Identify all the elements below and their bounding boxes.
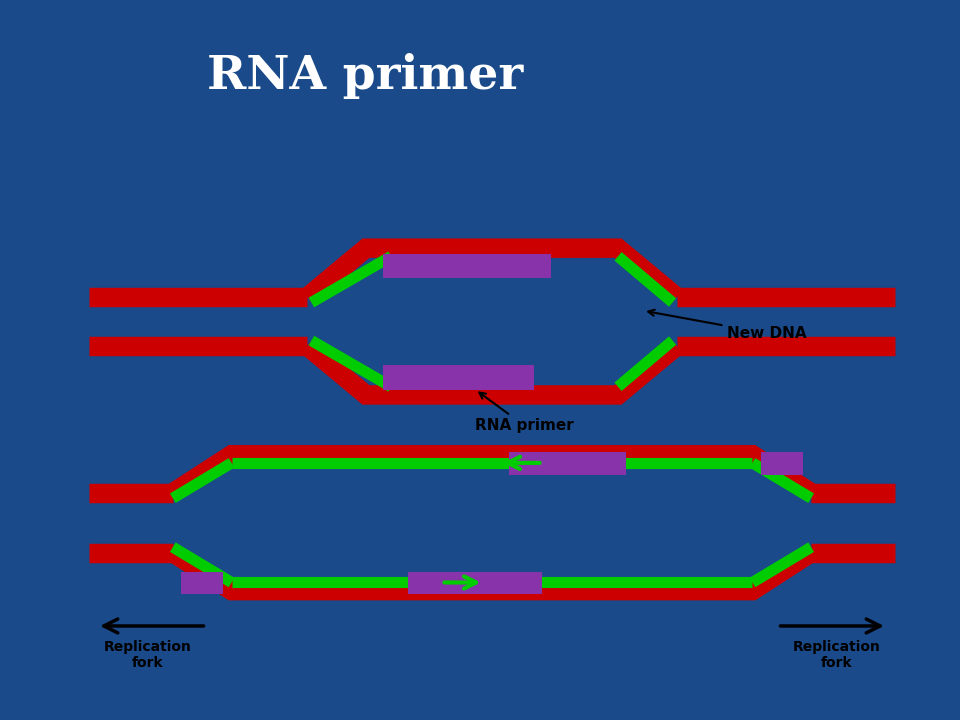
Text: RNA primer: RNA primer xyxy=(206,53,523,99)
Text: Replication
fork: Replication fork xyxy=(792,639,880,670)
Text: RNA primer: RNA primer xyxy=(475,392,574,433)
Bar xyxy=(509,452,626,475)
Text: Replication
fork: Replication fork xyxy=(104,639,192,670)
Bar xyxy=(761,452,803,475)
Bar xyxy=(383,365,534,390)
Text: New DNA: New DNA xyxy=(648,310,806,341)
Bar xyxy=(383,253,551,278)
Bar xyxy=(181,572,223,595)
Bar xyxy=(408,572,542,595)
